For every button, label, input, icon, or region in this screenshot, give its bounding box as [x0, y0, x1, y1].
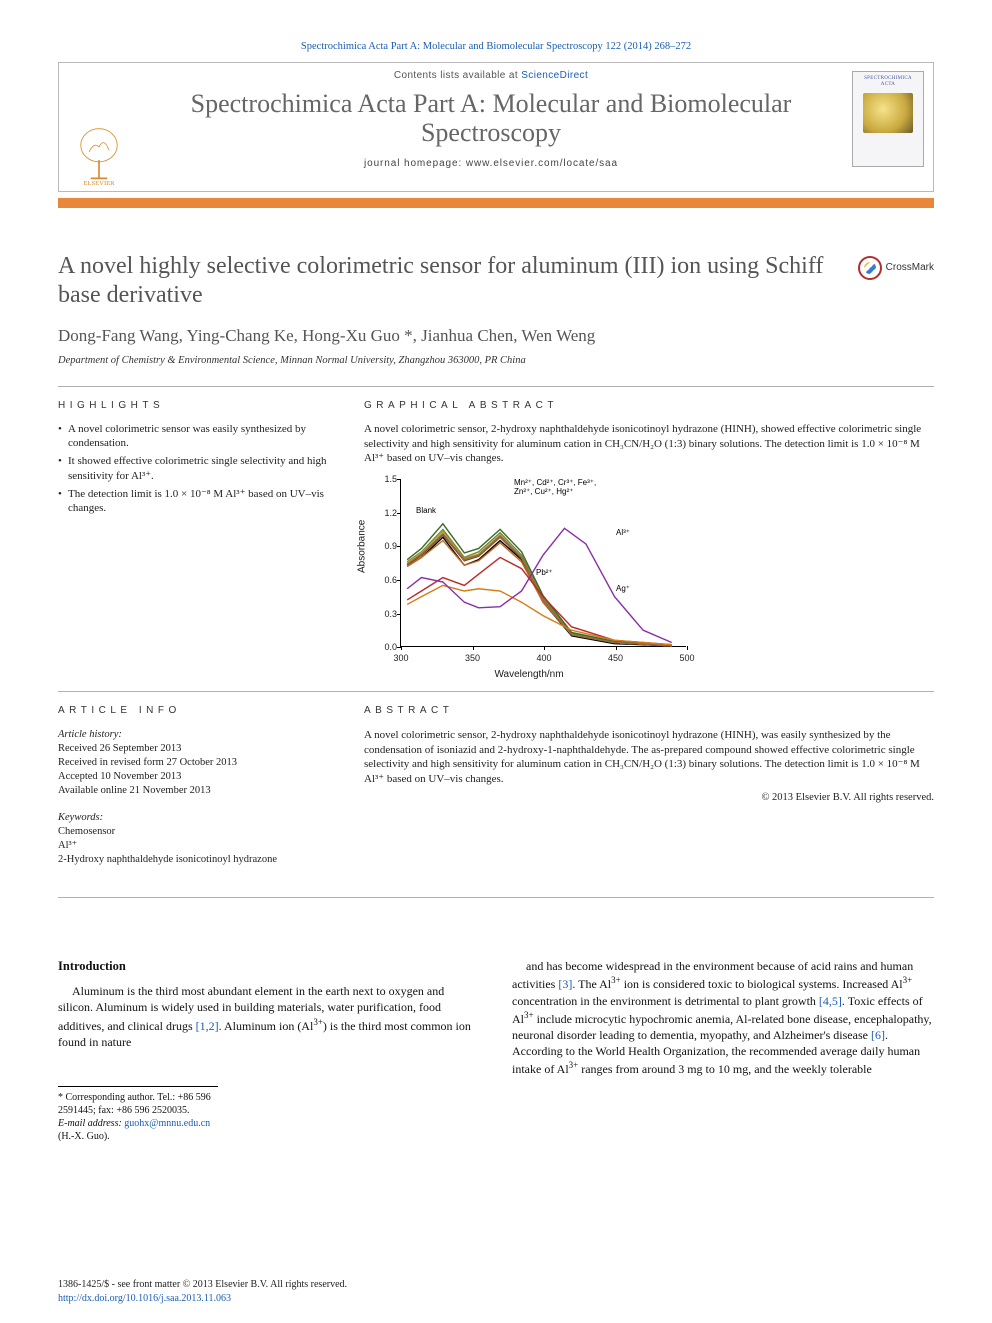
citation-link[interactable]: Spectrochimica Acta Part A: Molecular an…: [301, 41, 691, 52]
citation-line: Spectrochimica Acta Part A: Molecular an…: [58, 40, 934, 54]
intro-paragraph-left: Aluminum is the third most abundant elem…: [58, 983, 480, 1050]
highlight-item: A novel colorimetric sensor was easily s…: [58, 422, 328, 450]
sciencedirect-link[interactable]: ScienceDirect: [521, 70, 588, 81]
intro-paragraph-right: and has become widespread in the environ…: [512, 958, 934, 1077]
ref-link[interactable]: [4,5]: [819, 994, 842, 1008]
authors-line: Dong-Fang Wang, Ying-Chang Ke, Hong-Xu G…: [58, 325, 934, 348]
graphical-abstract-text: A novel colorimetric sensor, 2-hydroxy n…: [364, 422, 934, 465]
cover-title: SPECTROCHIMICA ACTA: [857, 76, 919, 87]
graphical-abstract-heading: GRAPHICAL ABSTRACT: [364, 399, 934, 413]
page-footer: 1386-1425/$ - see front matter © 2013 El…: [58, 1278, 934, 1305]
uv-vis-chart: 0.00.30.60.91.21.5300350400450500 Absorb…: [364, 473, 694, 673]
journal-homepage[interactable]: journal homepage: www.elsevier.com/locat…: [143, 157, 839, 171]
corr-email-line: E-mail address: guohx@mnnu.edu.cn (H.-X.…: [58, 1117, 218, 1143]
keyword: 2-Hydroxy naphthaldehyde isonicotinoyl h…: [58, 854, 277, 865]
crossmark-icon: [858, 256, 882, 280]
highlights-heading: HIGHLIGHTS: [58, 399, 328, 413]
history-item: Accepted 10 November 2013: [58, 771, 181, 782]
corr-email-label: E-mail address:: [58, 1118, 122, 1129]
keywords-label: Keywords:: [58, 812, 103, 823]
ref-link[interactable]: [3]: [558, 977, 572, 991]
article-history: Article history: Received 26 September 2…: [58, 728, 328, 799]
highlight-item: The detection limit is 1.0 × 10⁻⁸ M Al³⁺…: [58, 487, 328, 515]
footer-copyright: 1386-1425/$ - see front matter © 2013 El…: [58, 1279, 347, 1290]
journal-header: ELSEVIER Contents lists available at Sci…: [58, 62, 934, 192]
header-mid: Contents lists available at ScienceDirec…: [139, 63, 843, 191]
abstract-heading: ABSTRACT: [364, 704, 934, 718]
ref-link[interactable]: [6]: [871, 1028, 885, 1042]
svg-text:ELSEVIER: ELSEVIER: [83, 180, 115, 185]
chart-svg: [364, 473, 694, 673]
abstract-text: A novel colorimetric sensor, 2-hydroxy n…: [364, 728, 934, 787]
keywords-block: Keywords: Chemosensor Al³⁺ 2-Hydroxy nap…: [58, 811, 328, 868]
publisher-logo: ELSEVIER: [59, 63, 139, 191]
ref-link[interactable]: [1,2]: [196, 1019, 219, 1033]
doi-link[interactable]: http://dx.doi.org/10.1016/j.saa.2013.11.…: [58, 1293, 231, 1304]
chart-xlabel: Wavelength/nm: [494, 668, 563, 682]
history-item: Available online 21 November 2013: [58, 785, 211, 796]
journal-title: Spectrochimica Acta Part A: Molecular an…: [143, 89, 839, 147]
chart-ylabel: Absorbance: [355, 520, 369, 573]
crossmark-badge[interactable]: CrossMark: [834, 256, 934, 280]
history-label: Article history:: [58, 729, 122, 740]
orange-divider: [58, 198, 934, 208]
introduction-heading: Introduction: [58, 958, 480, 975]
corr-phone: * Corresponding author. Tel.: +86 596 25…: [58, 1091, 218, 1117]
keyword: Chemosensor: [58, 826, 115, 837]
highlights-list: A novel colorimetric sensor was easily s…: [58, 422, 328, 514]
cover-image-icon: [863, 93, 913, 133]
article-title: A novel highly selective colorimetric se…: [58, 252, 834, 311]
abstract-copyright: © 2013 Elsevier B.V. All rights reserved…: [364, 791, 934, 805]
rule: [58, 691, 934, 692]
journal-cover-thumb: SPECTROCHIMICA ACTA: [843, 63, 933, 191]
rule: [58, 897, 934, 898]
history-item: Received in revised form 27 October 2013: [58, 757, 237, 768]
graphical-abstract-chart: 0.00.30.60.91.21.5300350400450500 Absorb…: [364, 473, 934, 673]
keyword: Al³⁺: [58, 840, 77, 851]
highlight-item: It showed effective colorimetric single …: [58, 454, 328, 482]
article-info-heading: ARTICLE INFO: [58, 704, 328, 718]
history-item: Received 26 September 2013: [58, 743, 181, 754]
contents-prefix: Contents lists available at: [394, 70, 521, 81]
corr-email-tail: (H.-X. Guo).: [58, 1131, 110, 1142]
rule: [58, 386, 934, 387]
corresponding-author-note: * Corresponding author. Tel.: +86 596 25…: [58, 1086, 218, 1143]
corr-email-link[interactable]: guohx@mnnu.edu.cn: [124, 1118, 210, 1129]
crossmark-label: CrossMark: [886, 261, 934, 275]
affiliation: Department of Chemistry & Environmental …: [58, 354, 934, 368]
contents-line: Contents lists available at ScienceDirec…: [143, 69, 839, 83]
elsevier-tree-icon: ELSEVIER: [73, 127, 125, 185]
